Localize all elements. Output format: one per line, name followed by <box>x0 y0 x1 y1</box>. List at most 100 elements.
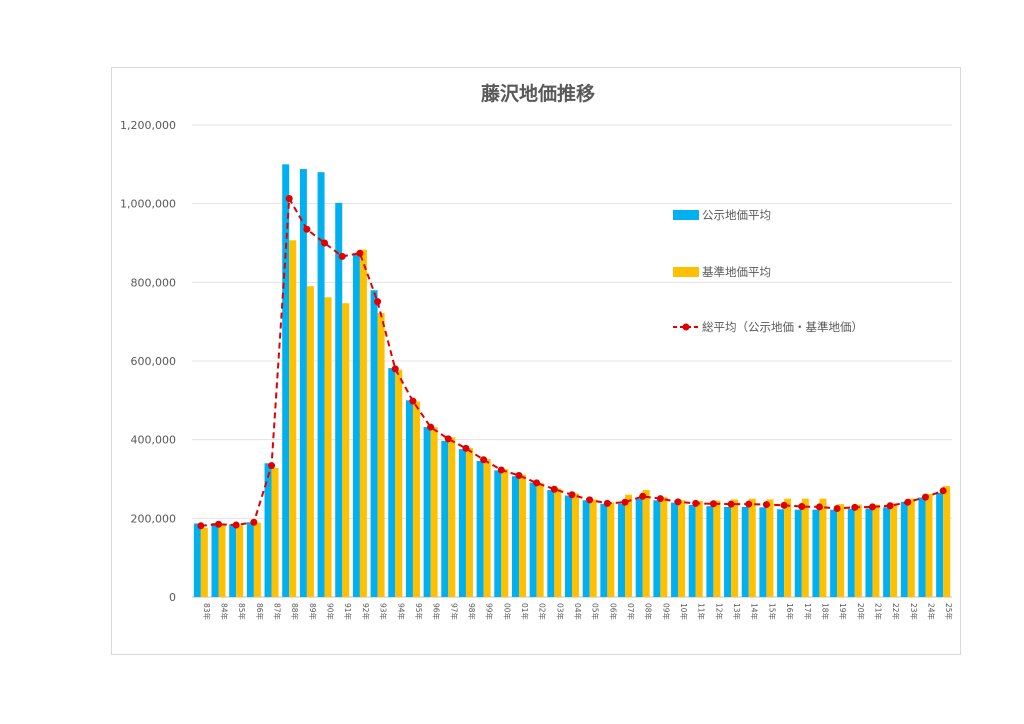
average-point <box>603 499 611 507</box>
bar-standard-price <box>253 522 261 597</box>
average-point <box>232 521 240 529</box>
bar-public-price <box>847 508 855 597</box>
x-tick-label: 24年 <box>926 603 936 621</box>
x-tick-label: 85年 <box>237 603 247 621</box>
bar-public-price <box>706 506 714 597</box>
bar-standard-price <box>200 527 208 597</box>
average-point <box>762 501 770 509</box>
x-tick-label: 93年 <box>379 603 389 621</box>
x-tick-label: 20年 <box>856 603 866 621</box>
x-tick-label: 84年 <box>220 603 230 621</box>
x-tick-label: 19年 <box>838 603 848 621</box>
x-tick-label: 97年 <box>449 603 459 621</box>
y-tick-label: 800,000 <box>131 276 177 289</box>
legend-item-standard-price: 基準地価平均 <box>673 265 771 279</box>
average-point <box>727 500 735 508</box>
bar-public-price <box>688 504 696 597</box>
x-tick-label: 21年 <box>873 603 883 621</box>
average-point <box>409 397 417 405</box>
bar-public-price <box>494 470 502 597</box>
average-point <box>674 498 682 506</box>
average-point <box>497 466 505 474</box>
bar-public-price <box>565 495 572 597</box>
y-tick-label: 600,000 <box>131 355 177 368</box>
bar-public-price <box>229 524 237 597</box>
bar-standard-price <box>625 494 633 597</box>
chart-svg: 藤沢地価推移 0 200,000 400,000 600,000 800,000 1,00… <box>120 82 954 621</box>
bar-public-price <box>423 427 431 597</box>
x-tick-label: 88年 <box>290 603 300 621</box>
bar-public-price <box>441 440 449 597</box>
bar-standard-price <box>678 500 686 597</box>
legend-label-public-price: 公示地価平均 <box>702 208 771 222</box>
bar-standard-price <box>536 482 544 597</box>
average-point <box>303 225 311 233</box>
average-point <box>533 479 541 487</box>
bar-standard-price <box>430 427 438 597</box>
bar-public-price <box>777 509 785 597</box>
x-tick-label: 15年 <box>767 603 777 621</box>
average-point <box>886 502 894 510</box>
bar-public-price <box>264 463 272 597</box>
legend-marker-overall-average <box>682 323 690 331</box>
average-point <box>815 503 823 511</box>
bar-standard-price <box>483 458 491 597</box>
average-point <box>250 518 258 526</box>
average-point <box>480 456 488 464</box>
bar-standard-price <box>642 490 650 597</box>
bar-standard-price <box>695 501 703 597</box>
bar-public-price <box>635 498 643 597</box>
x-tick-label: 05年 <box>591 603 601 621</box>
bar-standard-price <box>289 240 297 597</box>
average-point <box>550 485 558 493</box>
bar-public-price <box>883 507 891 597</box>
y-tick-label: 400,000 <box>131 434 177 447</box>
x-tick-label: 07年 <box>626 603 636 621</box>
x-tick-label: 91年 <box>343 603 353 621</box>
bar-standard-price <box>448 437 456 597</box>
bars <box>193 164 951 598</box>
legend: 公示地価平均 基準地価平均 総平均（公示地価・基準地価） <box>673 208 863 334</box>
x-tick-label: 00年 <box>502 603 512 621</box>
chart-frame: 藤沢地価推移 0 200,000 400,000 600,000 800,000 1,00… <box>111 67 961 655</box>
average-point <box>268 462 276 470</box>
bar-standard-price <box>731 499 739 597</box>
bar-standard-price <box>271 467 279 597</box>
bar-standard-price <box>801 498 809 597</box>
x-tick-label: 06年 <box>608 603 618 621</box>
bar-standard-price <box>324 297 332 597</box>
x-tick-label: 89年 <box>308 603 318 621</box>
bar-public-price <box>529 482 537 597</box>
bar-standard-price <box>572 493 579 597</box>
average-point <box>444 435 452 443</box>
x-tick-label: 01年 <box>520 603 530 621</box>
bar-standard-price <box>819 498 827 597</box>
average-point <box>921 493 929 501</box>
average-point <box>798 503 806 511</box>
x-tick-label: 11年 <box>697 603 707 621</box>
bar-public-price <box>547 490 555 597</box>
average-point <box>356 249 364 257</box>
chart-title: 藤沢地価推移 <box>481 82 595 105</box>
x-tick-label: 98年 <box>467 603 477 621</box>
x-tick-label: 03年 <box>555 603 565 621</box>
average-point <box>692 499 700 507</box>
bar-public-price <box>600 503 608 597</box>
legend-item-public-price: 公示地価平均 <box>673 208 771 222</box>
y-tick-label: 1,200,000 <box>120 119 176 132</box>
y-axis-ticks: 0 200,000 400,000 600,000 800,000 1,000,000 1,… <box>120 119 176 604</box>
x-tick-label: 12年 <box>714 603 724 621</box>
bar-standard-price <box>766 499 774 597</box>
bar-standard-price <box>412 401 420 597</box>
bar-standard-price <box>748 498 756 597</box>
bar-public-price <box>352 254 360 598</box>
bar-public-price <box>653 500 661 597</box>
average-point <box>427 423 435 431</box>
x-tick-label: 02年 <box>538 603 548 621</box>
bar-public-price <box>299 169 307 597</box>
x-tick-label: 13年 <box>732 603 742 621</box>
bar-standard-price <box>518 474 526 597</box>
bar-public-price <box>918 497 926 597</box>
average-line <box>197 195 947 530</box>
average-point <box>833 505 841 512</box>
